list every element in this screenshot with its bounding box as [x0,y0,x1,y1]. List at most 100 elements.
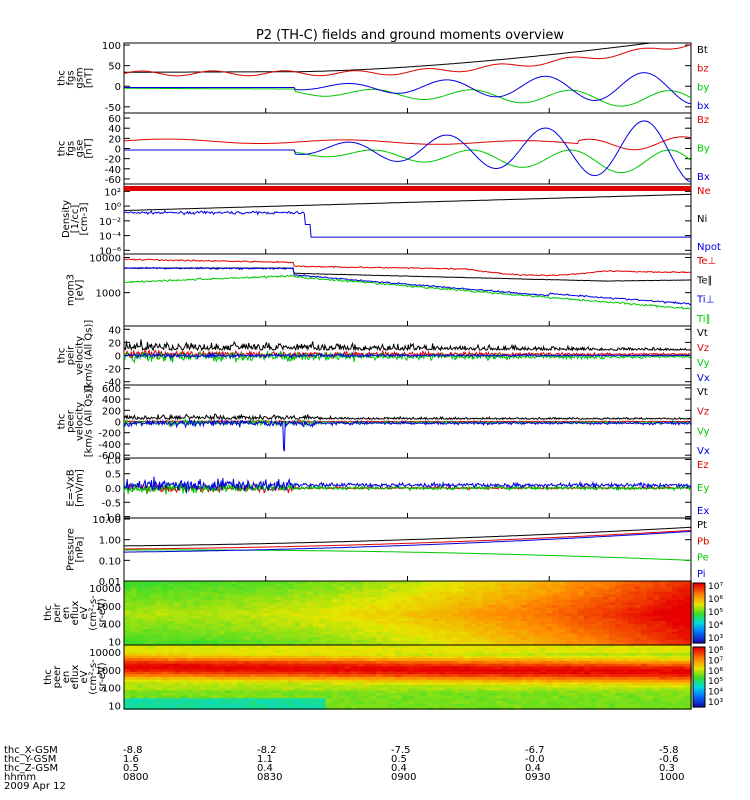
spectrogram-cell [357,581,365,585]
spectrogram-cell [180,645,188,649]
spectrogram-cell [552,618,560,622]
legend-by: by [697,82,709,93]
spectrogram-cell [313,706,321,710]
spectrogram-cell [432,629,440,633]
spectrogram-cell [124,607,132,612]
spectrogram-cell [476,669,484,673]
spectrogram-cell [577,594,585,598]
spectrogram-cell [275,695,283,700]
spectrogram-cell [306,597,314,601]
spectrogram-cell [420,610,428,614]
spectrogram-cell [457,607,465,612]
spectrogram-cell [243,631,251,636]
spectrogram-cell [168,626,176,630]
spectrogram-cell [445,679,453,684]
spectrogram-cell [155,629,163,633]
spectrogram-cell [224,677,232,681]
spectrogram-cell [388,613,396,617]
colorbar-band [693,687,705,690]
spectrogram-cell [174,706,182,710]
spectrogram-cell [520,693,528,697]
spectrogram-cell [256,698,264,702]
spectrogram-cell [571,701,579,705]
spectrogram-cell [451,671,459,676]
spectrogram-cell [394,658,402,662]
spectrogram-cell [231,621,239,625]
spectrogram-cell [199,623,207,628]
spectrogram-cell [653,623,661,628]
spectrogram-cell [243,613,251,617]
spectrogram-cell [268,634,276,638]
spectrogram-cell [136,597,144,601]
spectrogram-cell [628,701,636,705]
spectrogram-cell [401,594,409,598]
spectrogram-cell [363,637,371,641]
spectrogram-cell [558,618,566,622]
spectrogram-cell [539,687,547,692]
spectrogram-cell [250,599,258,604]
spectrogram-cell [621,642,629,646]
spectrogram-cell [413,605,421,609]
spectrogram-cell [590,647,598,652]
spectrogram-cell [476,653,484,657]
spectrogram-cell [672,663,680,668]
spectrogram-cell [539,631,547,636]
spectrogram-cell [124,613,132,617]
spectrogram-cell [653,674,661,678]
colorbar-band [693,620,705,623]
spectrogram-cell [628,682,636,686]
spectrogram-cell [420,637,428,641]
spectrogram-cell [262,687,270,692]
spectrogram-cell [672,645,680,649]
spectrogram-cell [331,589,339,593]
spectrogram-cell [287,647,295,652]
spectrogram-cell [363,602,371,606]
spectrogram-cell [571,645,579,649]
spectrogram-cell [439,706,447,710]
spectrogram-cell [130,605,138,609]
colorbar-label: 10⁶ [708,667,723,677]
spectrogram-cell [268,599,276,604]
spectrogram-cell [325,682,333,686]
spectrogram-cell [331,602,339,606]
spectrogram-cell [231,623,239,628]
spectrogram-cell [571,669,579,673]
spectrogram-cell [659,615,667,620]
spectrogram-cell [502,586,510,590]
spectrogram-cell [350,650,358,654]
y-tick-label: 1000 [96,602,121,613]
spectrogram-cell [338,663,346,668]
spectrogram-cell [224,685,232,689]
spectrogram-cell [350,621,358,625]
spectrogram-cell [596,658,604,662]
spectrogram-cell [628,613,636,617]
spectrogram-cell [218,701,226,705]
spectrogram-cell [205,602,213,606]
spectrogram-cell [319,621,327,625]
spectrogram-cell [621,647,629,652]
spectrogram-cell [577,650,585,654]
spectrogram-cell [344,583,352,588]
spectrogram-cell [520,703,528,708]
spectrogram-cell [539,677,547,681]
spectrogram-cell [250,645,258,649]
spectrogram-cell [577,690,585,694]
spectrogram-cell [533,647,541,652]
spectrogram-cell [420,669,428,673]
spectrogram-cell [388,642,396,646]
spectrogram-cell [546,679,554,684]
spectrogram-cell [432,634,440,638]
spectrogram-cell [602,607,610,612]
spectrogram-cell [237,594,245,598]
spectrogram-cell [180,637,188,641]
spectrogram-cell [615,685,623,689]
spectrogram-cell [294,666,302,670]
spectrogram-cell [344,631,352,636]
spectrogram-cell [124,661,132,665]
spectrogram-cell [514,687,522,692]
spectrogram-cell [136,626,144,630]
spectrogram-cell [502,690,510,694]
spectrogram-cell [344,639,352,644]
spectrogram-cell [325,634,333,638]
spectrogram-cell [678,669,686,673]
